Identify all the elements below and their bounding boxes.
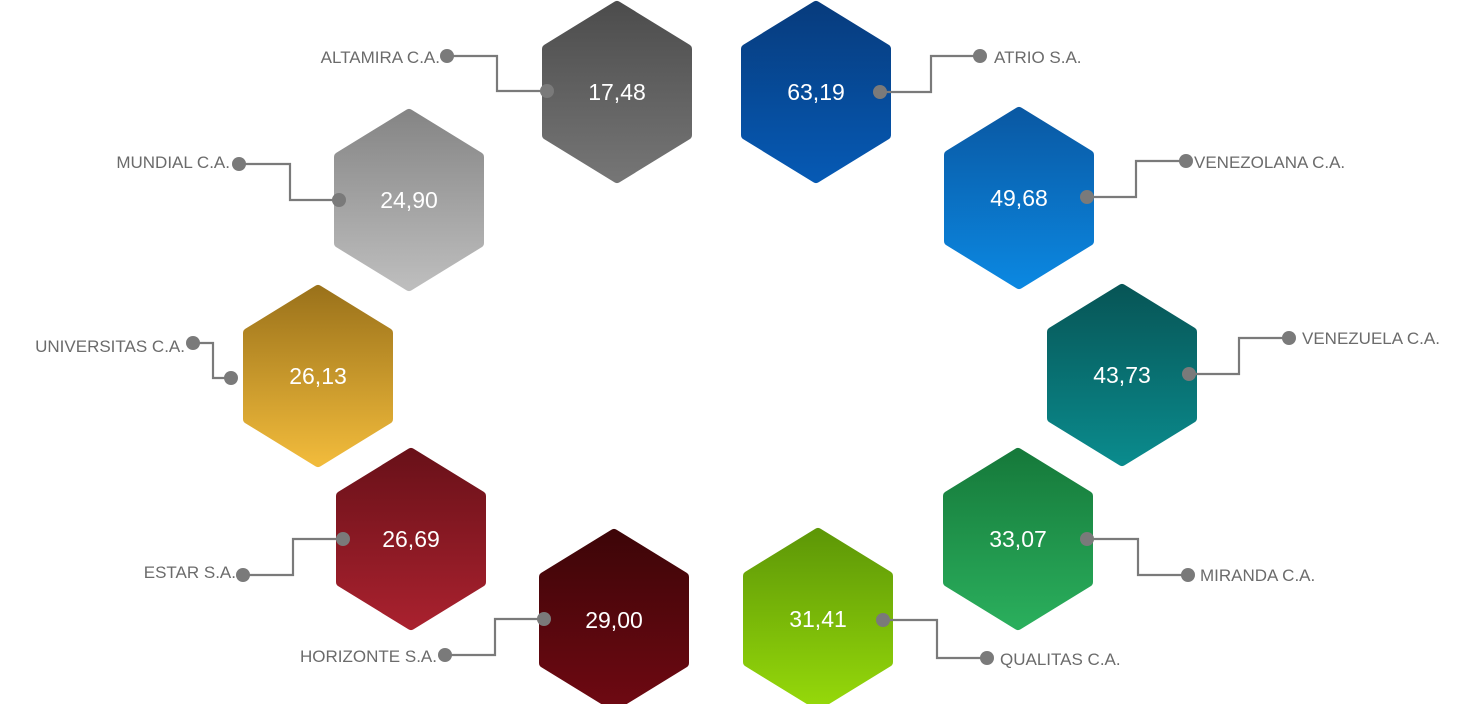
hex-value-mundial-c-a: 24,90: [380, 187, 438, 213]
company-label-atrio-s-a: ATRIO S.A.: [994, 48, 1082, 67]
connector-line-mundial-c-a: [239, 162, 339, 202]
hexagon-qualitas-c-a: [743, 528, 893, 704]
hexagon-venezuela-c-a: [1047, 284, 1197, 466]
connector-line-universitas-c-a: [193, 341, 231, 380]
company-label-miranda-c-a: MIRANDA C.A.: [1200, 566, 1315, 585]
hex-value-miranda-c-a: 33,07: [989, 526, 1047, 552]
hexagon-atrio-s-a: [741, 1, 891, 183]
hex-value-qualitas-c-a: 31,41: [789, 606, 847, 632]
connector-dot-inner-mundial-c-a: [332, 193, 346, 207]
connector-dot-outer-estar-s-a: [236, 568, 250, 582]
connector-line-estar-s-a: [243, 537, 343, 577]
hex-node-atrio-s-a: 63,19 ATRIO S.A.: [741, 1, 1082, 183]
connector-dot-inner-estar-s-a: [336, 532, 350, 546]
hexagon-universitas-c-a: [243, 285, 393, 467]
hexagon-mundial-c-a: [334, 109, 484, 291]
connector-line-miranda-c-a: [1087, 537, 1188, 577]
company-label-qualitas-c-a: QUALITAS C.A.: [1000, 650, 1121, 669]
connector-dot-outer-venezolana-c-a: [1179, 154, 1193, 168]
connector-dot-outer-altamira-c-a: [440, 49, 454, 63]
hex-value-venezolana-c-a: 49,68: [990, 185, 1048, 211]
hex-node-universitas-c-a: 26,13 UNIVERSITAS C.A.: [35, 285, 393, 467]
connector-dot-outer-miranda-c-a: [1181, 568, 1195, 582]
connector-dot-outer-qualitas-c-a: [980, 651, 994, 665]
hex-value-universitas-c-a: 26,13: [289, 363, 347, 389]
hex-node-altamira-c-a: 17,48 ALTAMIRA C.A.: [321, 1, 692, 183]
hex-node-qualitas-c-a: 31,41 QUALITAS C.A.: [743, 528, 1121, 704]
hex-node-mundial-c-a: 24,90 MUNDIAL C.A.: [116, 109, 484, 291]
connector-line-qualitas-c-a: [883, 618, 987, 660]
connector-line-atrio-s-a: [880, 54, 980, 94]
company-label-universitas-c-a: UNIVERSITAS C.A.: [35, 337, 185, 356]
hexagon-estar-s-a: [336, 448, 486, 630]
hex-node-horizonte-s-a: 29,00 HORIZONTE S.A.: [300, 529, 689, 704]
hex-value-altamira-c-a: 17,48: [588, 79, 646, 105]
hexagon-miranda-c-a: [943, 448, 1093, 630]
connector-dot-outer-venezuela-c-a: [1282, 331, 1296, 345]
connector-dot-outer-atrio-s-a: [973, 49, 987, 63]
hex-node-estar-s-a: 26,69 ESTAR S.A.: [144, 448, 486, 630]
connector-line-venezuela-c-a: [1189, 336, 1289, 376]
connector-dot-inner-venezolana-c-a: [1080, 190, 1094, 204]
hexagon-horizonte-s-a: [539, 529, 689, 704]
connector-dot-outer-horizonte-s-a: [438, 648, 452, 662]
company-label-altamira-c-a: ALTAMIRA C.A.: [321, 48, 440, 67]
hexagon-venezolana-c-a: [944, 107, 1094, 289]
connector-dot-inner-universitas-c-a: [224, 371, 238, 385]
connector-line-horizonte-s-a: [445, 617, 544, 657]
company-label-horizonte-s-a: HORIZONTE S.A.: [300, 647, 437, 666]
hex-value-horizonte-s-a: 29,00: [585, 607, 643, 633]
connector-dot-inner-atrio-s-a: [873, 85, 887, 99]
hex-value-atrio-s-a: 63,19: [787, 79, 845, 105]
company-label-mundial-c-a: MUNDIAL C.A.: [116, 153, 230, 172]
connector-dot-inner-qualitas-c-a: [876, 613, 890, 627]
hex-value-estar-s-a: 26,69: [382, 526, 440, 552]
connector-dot-inner-miranda-c-a: [1080, 532, 1094, 546]
hex-node-venezolana-c-a: 49,68 VENEZOLANA C.A.: [944, 107, 1345, 289]
connector-line-venezolana-c-a: [1087, 159, 1186, 199]
company-label-venezolana-c-a: VENEZOLANA C.A.: [1194, 153, 1345, 172]
company-label-venezuela-c-a: VENEZUELA C.A.: [1302, 329, 1440, 348]
hex-node-miranda-c-a: 33,07 MIRANDA C.A.: [943, 448, 1315, 630]
connector-dot-outer-mundial-c-a: [232, 157, 246, 171]
connector-dot-inner-altamira-c-a: [540, 84, 554, 98]
connector-dot-inner-horizonte-s-a: [537, 612, 551, 626]
hexagon-altamira-c-a: [542, 1, 692, 183]
connector-line-altamira-c-a: [447, 54, 547, 93]
connector-dot-outer-universitas-c-a: [186, 336, 200, 350]
hex-node-venezuela-c-a: 43,73 VENEZUELA C.A.: [1047, 284, 1440, 466]
company-label-estar-s-a: ESTAR S.A.: [144, 563, 236, 582]
hex-value-venezuela-c-a: 43,73: [1093, 362, 1151, 388]
connector-dot-inner-venezuela-c-a: [1182, 367, 1196, 381]
